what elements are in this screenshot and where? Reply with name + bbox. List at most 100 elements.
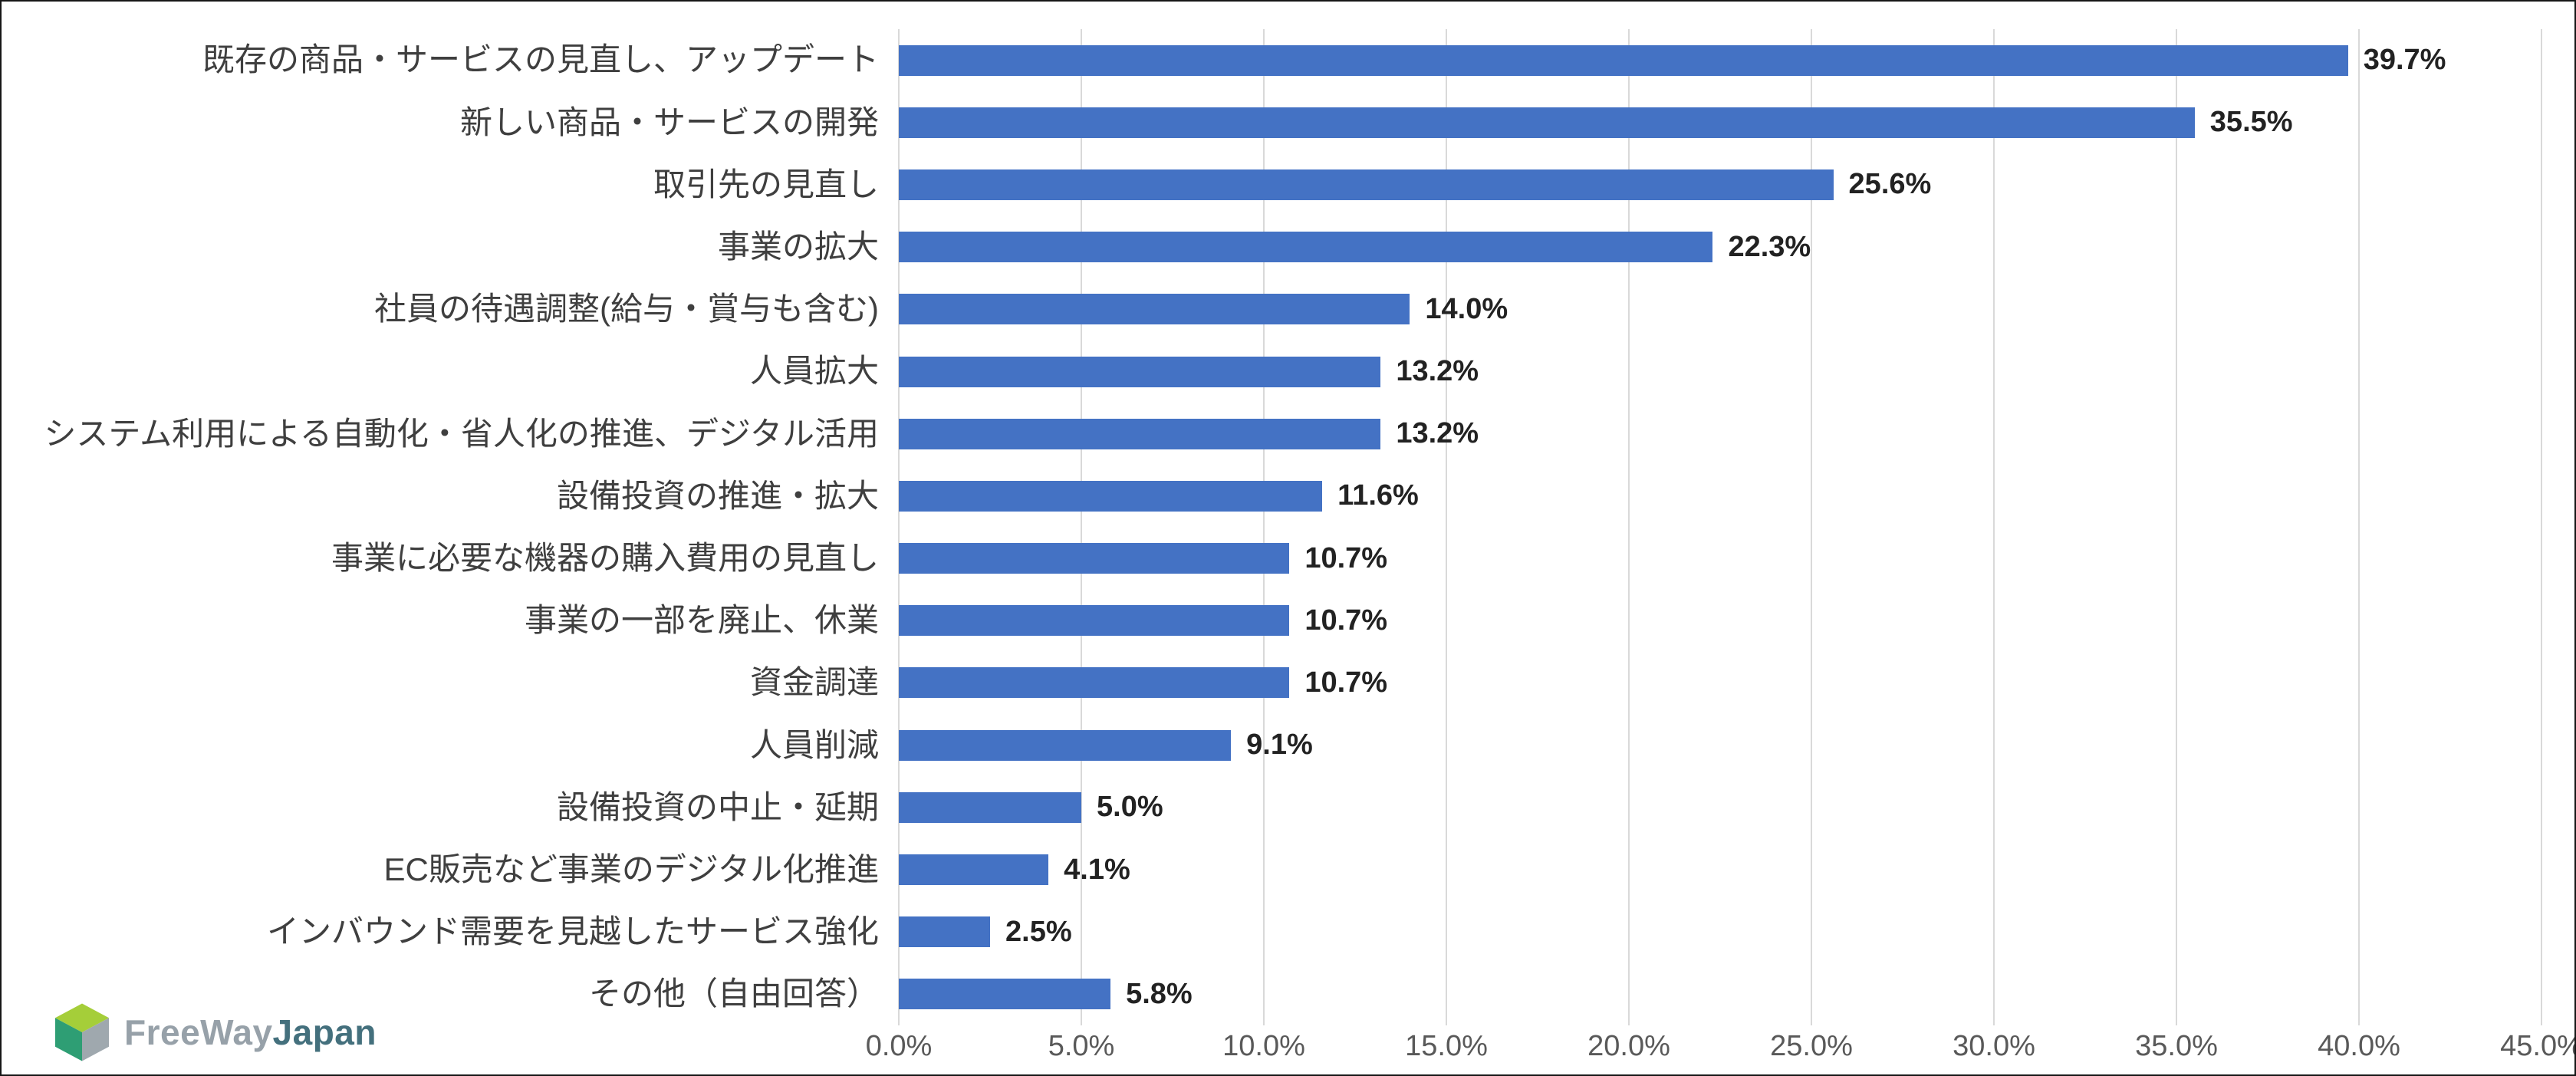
bar: [899, 854, 1049, 886]
category-label: 事業の拡大: [717, 229, 879, 265]
freeway-japan-logo: FreeWayJapan: [52, 1002, 377, 1062]
bar-row: 社員の待遇調整(給与・賞与も含む) 14.0%: [2, 278, 2541, 341]
category-label: 事業の一部を廃止、休業: [524, 602, 879, 639]
value-label: 14.0%: [1425, 292, 1508, 325]
bar-row: 新しい商品・サービスの開発 35.5%: [2, 91, 2541, 153]
bar-track: 13.2%: [899, 341, 2541, 403]
category-label: 資金調達: [749, 664, 879, 701]
category-label: EC販売など事業のデジタル化推進: [383, 851, 879, 887]
bar-row: EC販売など事業のデジタル化推進 4.1%: [2, 838, 2541, 900]
value-label: 10.7%: [1304, 541, 1388, 574]
x-axis-tick-label: 10.0%: [1222, 1030, 1305, 1062]
category-label: 事業に必要な機器の購入費用の見直し: [331, 539, 879, 576]
bar-row: その他（自由回答） 5.8%: [2, 963, 2541, 1025]
gridlines: [898, 29, 2542, 1025]
value-label: 5.8%: [1126, 977, 1193, 1010]
x-axis-tick-label: 15.0%: [1405, 1030, 1488, 1062]
gridline: [1263, 29, 1265, 1025]
bar-track: 14.0%: [899, 278, 2541, 341]
bar-row: 既存の商品・サービスの見直し、アップデート 39.7%: [2, 29, 2541, 91]
value-label: 11.6%: [1337, 479, 1419, 512]
category-label: 取引先の見直し: [653, 166, 879, 202]
category-label: 新しい商品・サービスの開発: [459, 104, 879, 140]
x-axis-tick-label: 35.0%: [2135, 1030, 2218, 1062]
bar: [899, 791, 1081, 823]
bar: [899, 44, 2348, 76]
bar-track: 22.3%: [899, 216, 2541, 278]
bar: [899, 729, 1232, 761]
value-label: 4.1%: [1064, 853, 1130, 886]
value-label: 10.7%: [1304, 666, 1388, 699]
gridline: [1081, 29, 1082, 1025]
bar-row: 設備投資の中止・延期 5.0%: [2, 776, 2541, 838]
bar-track: 39.7%: [899, 29, 2541, 91]
x-axis-tick-label: 5.0%: [1048, 1030, 1115, 1062]
bar-row: 取引先の見直し 25.6%: [2, 153, 2541, 216]
category-label: システム利用による自動化・省人化の推進、デジタル活用: [44, 415, 879, 452]
gridline: [2541, 29, 2542, 1025]
bar-track: 13.2%: [899, 403, 2541, 465]
x-axis: 0.0% 5.0% 10.0% 15.0% 20.0% 25.0% 30.0% 35.0% 40…: [866, 1030, 2574, 1068]
bar: [899, 107, 2195, 138]
bar-track: 9.1%: [899, 714, 2541, 776]
gridline: [898, 29, 900, 1025]
bar-row: 人員削減 9.1%: [2, 714, 2541, 776]
category-label: 設備投資の推進・拡大: [556, 477, 879, 514]
bar-row: インバウンド需要を見越したサービス強化 2.5%: [2, 901, 2541, 963]
x-axis-tick-label: 20.0%: [1587, 1030, 1670, 1062]
bar-rows: 既存の商品・サービスの見直し、アップデート 39.7% 新しい商品・サービスの開発 3…: [2, 29, 2541, 1025]
bar: [899, 605, 1290, 637]
gridline: [1446, 29, 1447, 1025]
bar-row: 事業に必要な機器の購入費用の見直し 10.7%: [2, 528, 2541, 590]
bar: [899, 480, 1323, 512]
bar-track: 5.8%: [899, 963, 2541, 1025]
bar-track: 2.5%: [899, 901, 2541, 963]
gridline: [1628, 29, 1630, 1025]
cube-logo-icon: [52, 1002, 112, 1062]
category-label: インバウンド需要を見越したサービス強化: [266, 913, 879, 950]
logo-text-japan: Japan: [272, 1012, 377, 1052]
gridline: [2176, 29, 2177, 1025]
bar-row: 設備投資の推進・拡大 11.6%: [2, 465, 2541, 527]
bar-row: 資金調達 10.7%: [2, 652, 2541, 714]
x-axis-tick-label: 30.0%: [1953, 1030, 2035, 1062]
value-label: 13.2%: [1396, 417, 1479, 450]
gridline: [1811, 29, 1812, 1025]
bar-track: 10.7%: [899, 590, 2541, 652]
logo-text: FreeWayJapan: [124, 1012, 377, 1053]
bar: [899, 543, 1290, 574]
value-label: 13.2%: [1396, 355, 1479, 388]
bar-track: 10.7%: [899, 528, 2541, 590]
category-label: その他（自由回答）: [588, 976, 879, 1012]
category-label: 既存の商品・サービスの見直し、アップデート: [202, 41, 879, 78]
bar: [899, 667, 1290, 699]
value-label: 22.3%: [1728, 230, 1811, 263]
value-label: 5.0%: [1097, 791, 1163, 824]
bar: [899, 356, 1381, 387]
bar: [899, 418, 1381, 449]
value-label: 2.5%: [1005, 915, 1072, 948]
value-label: 9.1%: [1246, 729, 1313, 762]
bar-track: 25.6%: [899, 153, 2541, 216]
bar-track: 35.5%: [899, 91, 2541, 153]
bar-row: 事業の拡大 22.3%: [2, 216, 2541, 278]
value-label: 10.7%: [1304, 604, 1388, 637]
x-axis-tick-label: 0.0%: [865, 1030, 933, 1062]
x-axis-tick-label: 25.0%: [1770, 1030, 1853, 1062]
bar: [899, 294, 1410, 325]
bar: [899, 232, 1713, 263]
bar-track: 4.1%: [899, 838, 2541, 900]
category-label: 設備投資の中止・延期: [556, 788, 879, 825]
bar-row: 事業の一部を廃止、休業 10.7%: [2, 590, 2541, 652]
category-label: 人員削減: [749, 726, 879, 763]
bar: [899, 169, 1834, 200]
bar: [899, 979, 1111, 1010]
bar-track: 10.7%: [899, 652, 2541, 714]
category-label: 社員の待遇調整(給与・賞与も含む): [374, 291, 879, 327]
bar-row: システム利用による自動化・省人化の推進、デジタル活用 13.2%: [2, 403, 2541, 465]
bar-row: 人員拡大 13.2%: [2, 341, 2541, 403]
bar: [899, 916, 990, 948]
x-axis-tick-label: 40.0%: [2318, 1030, 2400, 1062]
logo-text-freeway: FreeWay: [124, 1012, 273, 1052]
value-label: 25.6%: [1848, 168, 1932, 201]
